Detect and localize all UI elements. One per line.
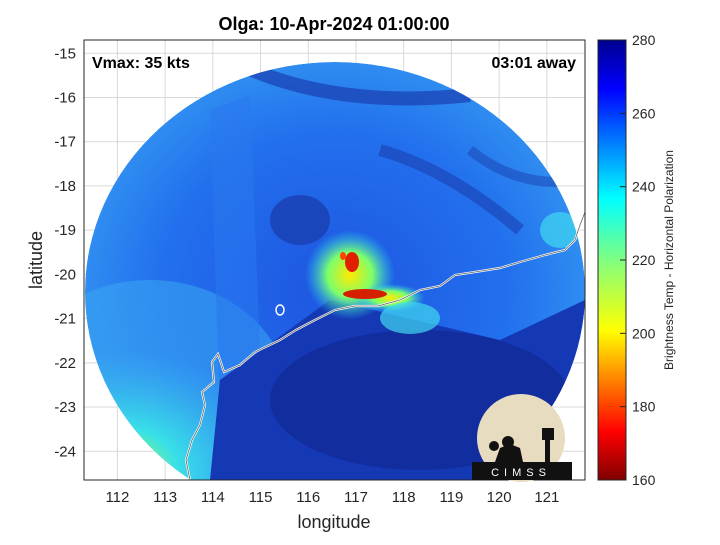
x-tick-label: 119 [439,489,463,506]
cimss-logo: CIMSS [472,394,572,482]
x-tick-label: 121 [534,489,559,506]
x-tick-label: 117 [344,489,368,506]
colorbar-tick-label: 180 [632,399,656,415]
colorbar: 280 260 240 220 200 180 160 Brightness Temp - … [597,32,676,488]
y-tick-labels: -15 -16 -17 -18 -19 -20 -21 -22 -23 -24 [54,45,76,460]
y-tick-label: -22 [54,355,76,372]
x-tick-labels: 112 113 114 115 116 117 118 119 120 121 [105,489,559,506]
chart-title: Olga: 10-Apr-2024 01:00:00 [218,14,449,34]
colorbar-tick-label: 280 [632,32,656,48]
x-tick-label: 120 [487,489,512,506]
time-away-label: 03:01 away [491,55,576,72]
vmax-label: Vmax: 35 kts [92,55,190,72]
colorbar-tick-label: 260 [632,105,656,121]
x-tick-label: 114 [201,489,225,506]
x-tick-label: 115 [249,489,273,506]
y-tick-label: -24 [54,443,76,460]
microwave-swath [85,62,585,480]
x-tick-label: 113 [153,489,177,506]
colorbar-tick-label: 220 [632,252,656,268]
y-tick-label: -20 [54,266,76,283]
y-tick-label: -19 [54,222,76,239]
y-tick-label: -21 [54,311,76,328]
x-tick-label: 118 [392,489,416,506]
colorbar-tick-label: 240 [632,179,656,195]
x-tick-label: 116 [296,489,320,506]
y-axis-label: latitude [26,231,46,289]
logo-text: CIMSS [491,467,551,479]
y-tick-label: -15 [54,45,76,62]
x-tick-label: 112 [105,489,129,506]
island [275,304,285,316]
colorbar-label: Brightness Temp - Horizontal Polarizatio… [662,150,676,370]
colorbar-tick-label: 160 [632,472,656,488]
y-tick-label: -23 [54,399,76,416]
axes-frame [83,39,586,481]
y-tick-label: -17 [54,134,76,151]
colorbar-ticks: 280 260 240 220 200 180 160 [620,32,656,488]
colorbar-tick-label: 200 [632,325,656,341]
x-axis-label: longitude [297,512,370,532]
y-tick-label: -16 [54,89,76,106]
coastline-outline [185,211,585,480]
y-tick-label: -18 [54,178,76,195]
